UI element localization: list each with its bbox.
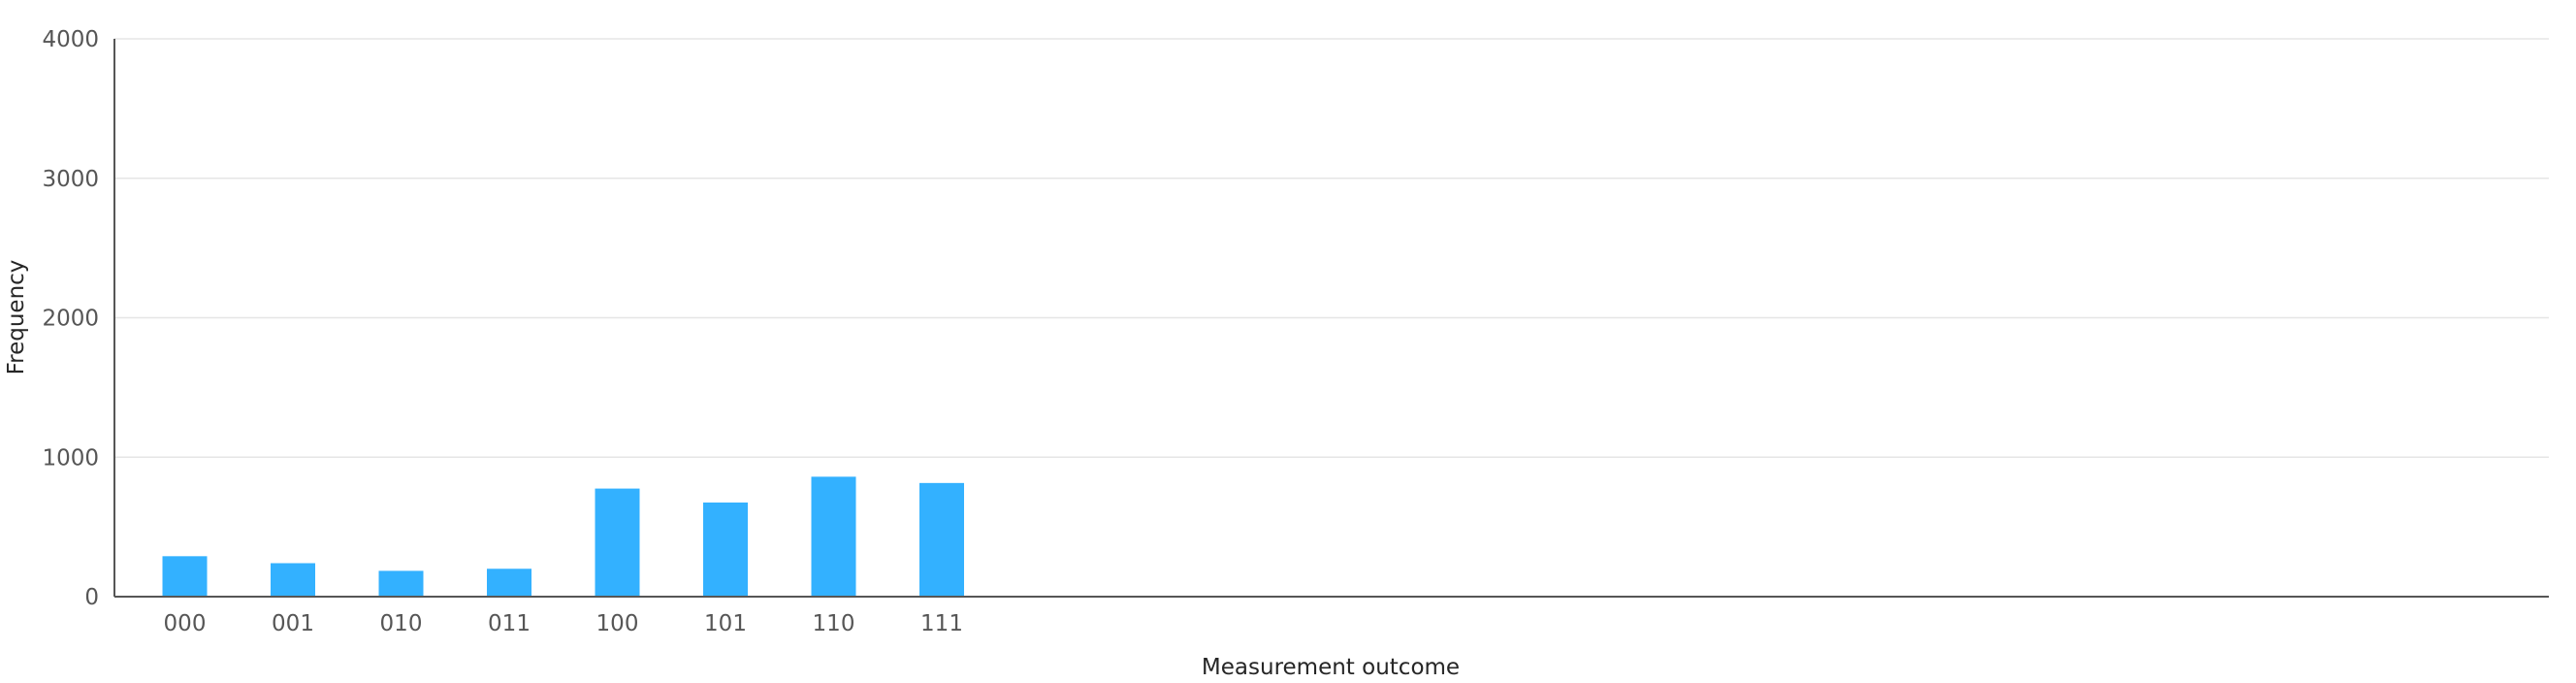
y-axis-title: Frequency bbox=[4, 260, 29, 375]
x-tick-labels: 000 001 010 011 100 101 110 111 bbox=[164, 611, 963, 636]
bar-110[interactable] bbox=[811, 476, 856, 597]
grid-layer bbox=[114, 38, 2549, 458]
x-tick-label: 100 bbox=[596, 611, 639, 636]
x-tick-label: 101 bbox=[704, 611, 747, 636]
y-tick-label: 3000 bbox=[42, 167, 99, 192]
bar-000[interactable] bbox=[162, 556, 208, 597]
x-tick-label: 001 bbox=[272, 611, 314, 636]
bars-layer bbox=[162, 476, 964, 598]
x-tick-label: 011 bbox=[488, 611, 531, 636]
bar-101[interactable] bbox=[703, 502, 748, 597]
x-tick-label: 010 bbox=[380, 611, 423, 636]
bar-011[interactable] bbox=[487, 569, 531, 597]
x-tick-label: 000 bbox=[164, 611, 207, 636]
bar-100[interactable] bbox=[595, 488, 640, 597]
bar-010[interactable] bbox=[378, 570, 424, 597]
x-tick-label: 111 bbox=[920, 611, 963, 636]
y-tick-label: 2000 bbox=[42, 307, 99, 332]
y-tick-labels: 0 1000 2000 3000 4000 bbox=[42, 27, 99, 610]
bar-001[interactable] bbox=[271, 563, 315, 598]
bar-111[interactable] bbox=[919, 482, 964, 597]
x-axis-title: Measurement outcome bbox=[1202, 655, 1460, 679]
y-tick-label: 0 bbox=[84, 585, 99, 610]
x-tick-label: 110 bbox=[813, 611, 855, 636]
y-tick-label: 1000 bbox=[42, 445, 99, 471]
y-tick-label: 4000 bbox=[42, 27, 99, 52]
